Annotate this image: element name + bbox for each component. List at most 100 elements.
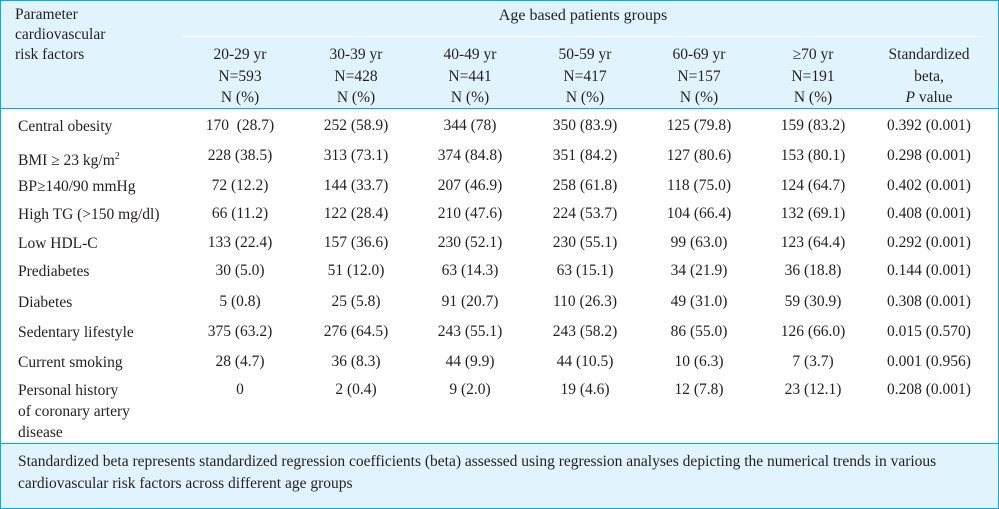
parameter-header-line: Parameter [15, 6, 78, 23]
table-cell: 153 (80.1) [780, 147, 846, 164]
table-cell: 170 (28.7) [205, 117, 275, 134]
column-header-line: N (%) [793, 89, 833, 106]
column-header-line: Standardized [888, 46, 970, 63]
group-title: Age based patients groups [498, 7, 668, 24]
table-cell: 207 (46.9) [437, 177, 503, 194]
table-cell: 5 (0.8) [219, 293, 261, 310]
table-cell: 91 (20.7) [441, 293, 499, 310]
table-cell: 72 (12.2) [211, 177, 269, 194]
table-cell: 2 (0.4) [335, 381, 377, 398]
table-cell: 49 (31.0) [670, 293, 728, 310]
table-cell: 66 (11.2) [211, 205, 269, 222]
table-cell: 9 (2.0) [449, 381, 491, 398]
table-cell: 124 (64.7) [780, 177, 846, 194]
table-cell: 25 (5.8) [331, 293, 381, 310]
row-label-text: BMI ≥ 23 kg/m [18, 152, 115, 170]
row-label-text: Low HDL-C [18, 235, 98, 252]
table-cell: 127 (80.6) [666, 147, 732, 164]
row-label: Diabetes [18, 292, 188, 313]
parameter-header-line: risk factors [15, 46, 85, 63]
row-label-line: Personal history [18, 382, 119, 399]
table-cell: 44 (10.5) [556, 353, 614, 370]
table-cell: 230 (52.1) [437, 234, 503, 251]
table-cell: 144 (33.7) [323, 177, 389, 194]
column-header-line: N=191 [791, 67, 835, 85]
table-cell: 375 (63.2) [207, 323, 273, 340]
column-header: 60-69 yr N=157 N (%) [643, 44, 755, 109]
table-cell: 10 (6.3) [674, 353, 724, 370]
column-header: 30-39 yr N=428 N (%) [300, 44, 412, 109]
column-header-line: N (%) [220, 89, 260, 106]
row-label: Personal history of coronary artery diseas… [18, 380, 188, 443]
table-cell: 0.402 (0.001) [887, 177, 971, 194]
table-cell: 63 (15.1) [556, 262, 614, 279]
table-cell: 36 (18.8) [784, 262, 842, 279]
column-header: Standardized beta, P value [873, 44, 985, 109]
table-cell: 34 (21.9) [670, 262, 728, 279]
table-cell: 224 (53.7) [552, 205, 618, 222]
table-cell: 0.001 (0.956) [887, 353, 971, 370]
table-cell: 230 (55.1) [552, 234, 618, 251]
table-cell: 123 (64.4) [780, 234, 846, 251]
table-cell: 374 (84.8) [437, 147, 503, 164]
table-cell: 7 (3.7) [792, 353, 834, 370]
table-header-band [1, 1, 998, 108]
table-cell: 0.308 (0.001) [887, 293, 971, 310]
column-header-line: N=157 [677, 67, 721, 85]
row-label-text: Current smoking [18, 354, 123, 371]
row-label-line: disease [18, 424, 63, 441]
row-label-text: Central obesity [18, 118, 113, 135]
row-label-line: of coronary artery [18, 403, 130, 420]
table-cell: 28 (4.7) [215, 353, 265, 370]
table-cell: 0.144 (0.001) [887, 262, 971, 279]
table-cell: 0 [236, 381, 244, 398]
row-label: BP≥140/90 mmHg [18, 176, 188, 197]
column-header-line: N (%) [565, 89, 605, 106]
table-cell: 228 (38.5) [207, 147, 273, 164]
table-cell: 243 (58.2) [552, 323, 618, 340]
table-cell: 0.015 (0.570) [887, 323, 971, 340]
table-cell: 133 (22.4) [207, 234, 273, 251]
table-cell: 19 (4.6) [560, 381, 610, 398]
table-cell: 23 (12.1) [784, 381, 842, 398]
row-label-text: Diabetes [18, 294, 73, 311]
column-header-line: N (%) [450, 89, 490, 106]
group-header-underline [182, 36, 984, 37]
table-cell: 132 (69.1) [780, 205, 846, 222]
table-cell: 157 (36.6) [323, 234, 389, 251]
column-header-line: N (%) [336, 89, 376, 106]
table-cell: 63 (14.3) [441, 262, 499, 279]
column-header-line: 40-49 yr [443, 46, 497, 63]
table-cell: 125 (79.8) [666, 117, 732, 134]
table-footnote: Standardized beta represents standardize… [18, 453, 937, 492]
column-header: 50-59 yr N=417 N (%) [529, 44, 641, 109]
table-cell: 36 (8.3) [331, 353, 381, 370]
column-header-line: N=428 [334, 67, 378, 85]
table-cell: 276 (64.5) [323, 323, 389, 340]
table-cell: 30 (5.0) [215, 262, 265, 279]
table-cell: 44 (9.9) [445, 353, 495, 370]
column-header-line: 60-69 yr [672, 46, 726, 63]
column-header-line: ≥70 yr [792, 46, 834, 63]
table-cell: 350 (83.9) [552, 117, 618, 134]
table-cell: 12 (7.8) [674, 381, 724, 398]
parameter-header-line: cardiovascular [15, 26, 106, 43]
column-header-line: N=593 [218, 67, 262, 85]
column-header-line: N=441 [448, 67, 492, 85]
table-cell: 118 (75.0) [667, 177, 731, 194]
footer-divider [1, 443, 998, 444]
table-footer-band [1, 443, 998, 508]
row-label: BMI ≥ 23 kg/m2 [18, 146, 188, 171]
table-cell: 243 (55.1) [437, 323, 503, 340]
column-header-line: beta, [914, 67, 944, 85]
table-cell: 159 (83.2) [780, 117, 846, 134]
table-cell: 126 (66.0) [780, 323, 846, 340]
parameter-column-header: Parameter cardiovascular risk factors [15, 5, 175, 65]
row-label: Low HDL-C [18, 233, 188, 254]
row-label-text: High TG (>150 mg/dl) [18, 206, 160, 223]
column-header-line: P value [905, 89, 953, 106]
table-cell: 210 (47.6) [437, 205, 503, 222]
table-cell: 0.292 (0.001) [887, 234, 971, 251]
column-header: 40-49 yr N=441 N (%) [414, 44, 526, 109]
table-cell: 0.298 (0.001) [887, 147, 971, 164]
